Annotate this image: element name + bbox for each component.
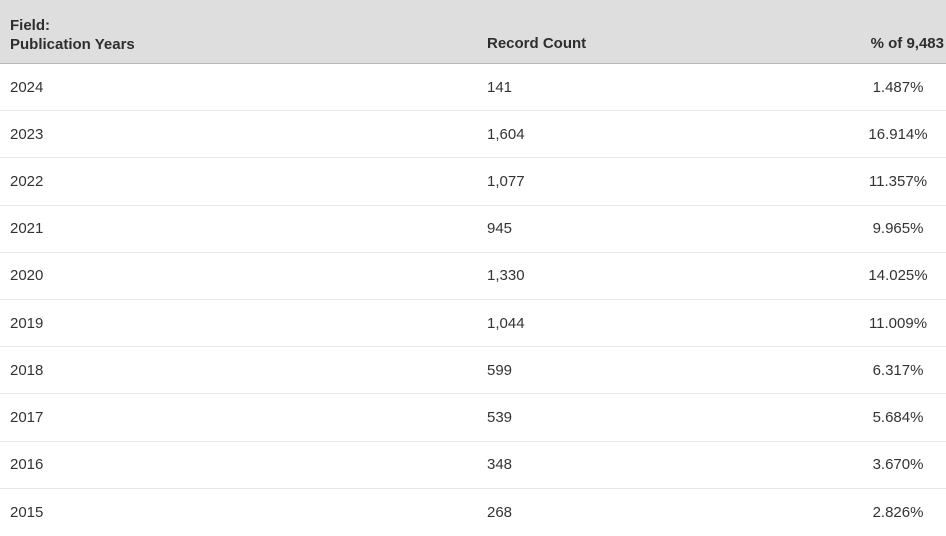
year-cell: 2022 <box>10 172 44 190</box>
percent-cell: 2.826% <box>872 503 924 521</box>
table-row: 2017 539 5.684% <box>0 394 946 442</box>
field-value: Publication Years <box>10 36 135 53</box>
percent-cell: 16.914% <box>868 125 928 143</box>
table-header: Field: Publication Years Record Count % … <box>0 0 946 64</box>
year-cell: 2024 <box>10 78 44 96</box>
count-cell: 1,604 <box>487 125 525 143</box>
count-cell: 141 <box>487 78 513 96</box>
percent-cell: 3.670% <box>872 456 924 474</box>
year-cell: 2017 <box>10 408 44 426</box>
table-row: 2018 599 6.317% <box>0 347 946 395</box>
table-row: 2015 268 2.826% <box>0 488 946 536</box>
count-cell: 1,077 <box>487 172 525 190</box>
table-body: 2024 141 1.487% 2023 1,604 16.914% 2022 … <box>0 64 946 536</box>
year-cell: 2016 <box>10 456 44 474</box>
table-row: 2021 945 9.965% <box>0 205 946 253</box>
percent-cell: 11.009% <box>868 314 928 332</box>
percent-cell: 1.487% <box>872 78 924 96</box>
table-row: 2019 1,044 11.009% <box>0 299 946 348</box>
table-row: 2016 348 3.670% <box>0 441 946 489</box>
year-cell: 2015 <box>10 503 44 521</box>
percent-cell: 5.684% <box>872 408 924 426</box>
year-cell: 2020 <box>10 267 44 285</box>
count-cell: 268 <box>487 503 513 521</box>
percent-header: % of 9,483 <box>870 35 944 52</box>
percent-cell: 9.965% <box>872 220 924 238</box>
table-row: 2022 1,077 11.357% <box>0 158 946 206</box>
percent-cell: 11.357% <box>868 172 928 190</box>
field-header: Field: Publication Years <box>0 16 477 63</box>
record-count-header: Record Count <box>487 35 587 52</box>
year-cell: 2021 <box>10 220 44 238</box>
count-cell: 599 <box>487 361 513 379</box>
percent-cell: 14.025% <box>868 267 928 285</box>
table-row: 2024 141 1.487% <box>0 64 946 112</box>
year-cell: 2019 <box>10 314 44 332</box>
table-row: 2023 1,604 16.914% <box>0 111 946 159</box>
count-cell: 348 <box>487 456 513 474</box>
percent-cell: 6.317% <box>872 361 924 379</box>
count-cell: 539 <box>487 408 513 426</box>
count-cell: 1,330 <box>487 267 525 285</box>
table-row: 2020 1,330 14.025% <box>0 252 946 300</box>
count-cell: 945 <box>487 220 513 238</box>
count-cell: 1,044 <box>487 314 525 332</box>
field-label: Field: <box>10 17 50 34</box>
year-cell: 2018 <box>10 361 44 379</box>
year-cell: 2023 <box>10 125 44 143</box>
